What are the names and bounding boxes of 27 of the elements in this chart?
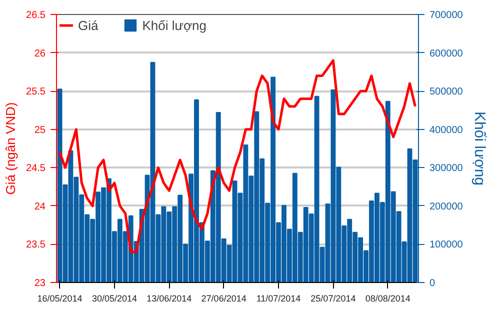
- y2-tick-label: 400000: [430, 124, 464, 136]
- x-tick-label: 11/07/2014: [256, 294, 301, 304]
- x-tick-label: 25/07/2014: [310, 294, 356, 304]
- y2-axis-title: Khối lượng: [470, 111, 488, 186]
- y-tick-label: 24: [34, 201, 46, 212]
- y-tick-label: 23: [34, 278, 46, 289]
- x-tick-label: 30/05/2014: [92, 294, 137, 304]
- y2-tick-label: 700000: [430, 10, 464, 21]
- y-tick-label: 25.5: [26, 86, 46, 98]
- y2-tick-label: 600000: [430, 48, 464, 60]
- y2-tick-label: 0: [430, 278, 436, 289]
- y-axis-title: Giá (ngân VND): [3, 102, 18, 195]
- y-tick-label: 24.5: [26, 163, 46, 174]
- y2-tick-label: 100000: [430, 240, 464, 251]
- x-tick-label: 08/08/2014: [365, 294, 410, 304]
- x-tick-label: 16/05/2014: [37, 294, 82, 304]
- legend-label: Giá: [78, 17, 98, 33]
- x-tick-label: 27/06/2014: [201, 294, 246, 304]
- y-tick-label: 26: [34, 48, 46, 60]
- y2-tick-label: 300000: [430, 163, 464, 174]
- y-tick-label: 25: [34, 124, 46, 136]
- x-tick-label: 13/06/2014: [146, 294, 192, 304]
- y2-tick-label: 200000: [430, 201, 464, 212]
- y-tick-label: 26.5: [26, 10, 46, 21]
- legend-label: Khối lượng: [142, 17, 206, 33]
- y2-tick-label: 500000: [430, 86, 464, 98]
- y-tick-label: 23.5: [26, 240, 46, 251]
